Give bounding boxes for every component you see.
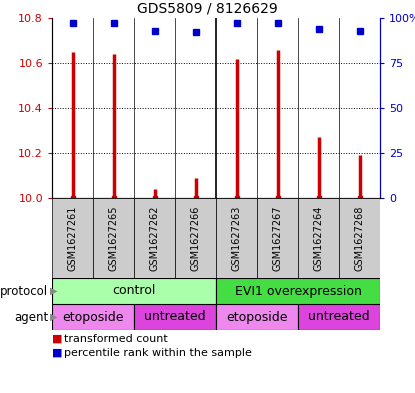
Text: ▶: ▶	[50, 312, 58, 322]
Text: GDS5809 / 8126629: GDS5809 / 8126629	[137, 2, 278, 16]
Text: percentile rank within the sample: percentile rank within the sample	[64, 348, 252, 358]
Text: GSM1627264: GSM1627264	[313, 205, 324, 271]
Bar	[298, 304, 380, 330]
Bar	[175, 198, 216, 278]
Text: untreated: untreated	[308, 310, 370, 323]
Text: transformed count: transformed count	[64, 334, 168, 344]
Bar	[52, 198, 93, 278]
Text: untreated: untreated	[144, 310, 206, 323]
Text: etoposide: etoposide	[62, 310, 124, 323]
Bar	[93, 198, 134, 278]
Text: ■: ■	[52, 348, 63, 358]
Bar	[52, 304, 134, 330]
Text: agent: agent	[14, 310, 48, 323]
Text: GSM1627263: GSM1627263	[232, 205, 242, 271]
Text: GSM1627266: GSM1627266	[190, 205, 200, 271]
Text: GSM1627267: GSM1627267	[273, 205, 283, 271]
Text: GSM1627265: GSM1627265	[108, 205, 119, 271]
Bar	[52, 278, 216, 304]
Bar	[216, 304, 298, 330]
Bar	[298, 198, 339, 278]
Text: etoposide: etoposide	[226, 310, 288, 323]
Bar	[216, 278, 380, 304]
Bar	[257, 198, 298, 278]
Bar	[134, 304, 216, 330]
Text: protocol: protocol	[0, 285, 48, 298]
Text: ■: ■	[52, 334, 63, 344]
Text: GSM1627268: GSM1627268	[354, 205, 364, 271]
Text: EVI1 overexpression: EVI1 overexpression	[234, 285, 361, 298]
Bar	[339, 198, 380, 278]
Text: control: control	[112, 285, 156, 298]
Text: ▶: ▶	[50, 286, 58, 296]
Text: GSM1627261: GSM1627261	[68, 205, 78, 271]
Text: GSM1627262: GSM1627262	[149, 205, 159, 271]
Bar	[134, 198, 175, 278]
Bar	[216, 198, 257, 278]
